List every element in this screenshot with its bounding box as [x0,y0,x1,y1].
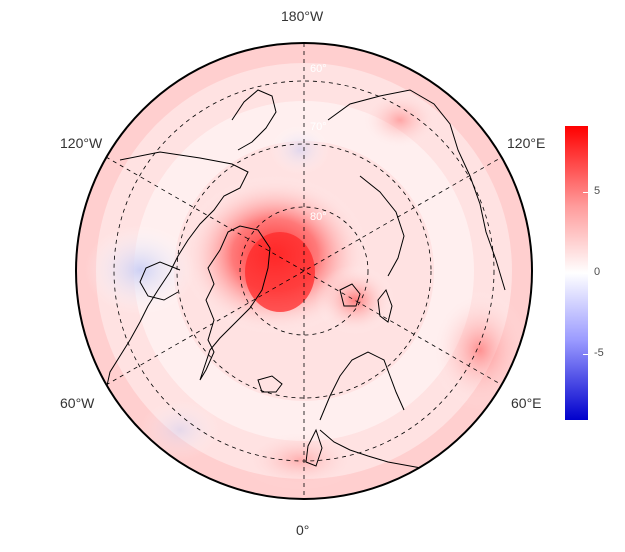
scandinavia-coast [319,351,405,421]
lat-label-60: 60° [310,63,327,75]
colorbar-tick-5 [583,192,588,193]
lon-label-lower-left: 60°W [60,395,95,411]
siberia-coast [327,89,506,291]
iceland-coast [257,375,283,393]
svalbard-coast [339,283,361,307]
colorbar-label-neg5: -5 [594,347,604,359]
lat-label-80: 80° [310,211,327,223]
lat-labels: 60° 70° 80° [310,63,327,223]
taymyr-coast [359,175,405,277]
alaska-coast [231,89,277,151]
uk-coast [305,428,323,467]
colorbar-label-5: 5 [594,185,601,197]
map-boundary [75,42,533,500]
lon-label-upper-right: 120°E [507,135,546,151]
lon-label-upper-left: 120°W [60,135,103,151]
graticule [105,43,503,499]
lon-label-top: 180°W [281,8,324,24]
lon-label-lower-right: 60°E [511,395,542,411]
colorbar-tick-0 [583,273,588,274]
colorbar [565,126,588,420]
lon-label-bottom: 0° [296,522,310,538]
lat-circle-80 [239,206,369,336]
colorbar-tick-neg5 [583,354,588,355]
lat-circle-70 [176,143,432,399]
novaya-zemlya-coast [377,289,393,323]
greenland-coast [199,225,271,381]
hudson-bay-coast [139,261,181,301]
lat-label-70: 70° [310,121,327,133]
canada-arctic-coast [105,151,249,391]
colorbar-label-0: 0 [594,266,601,278]
